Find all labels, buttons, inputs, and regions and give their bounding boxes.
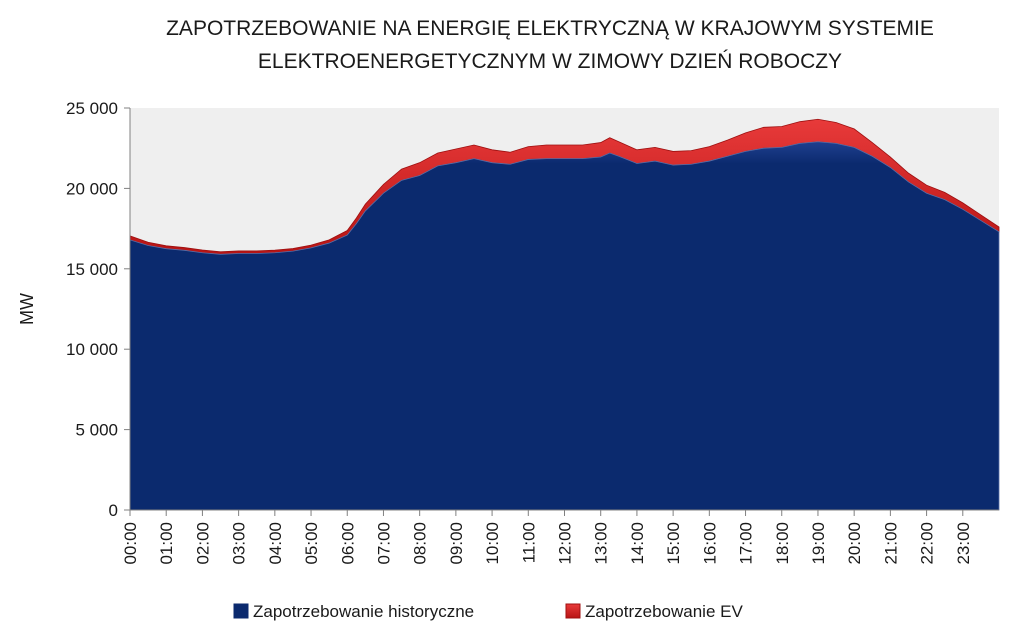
y-tick-label: 25 000 xyxy=(66,99,118,118)
x-tick-label: 07:00 xyxy=(374,522,393,565)
x-axis-ticks: 00:00 01:00 02:00 03:00 04:00 05:00 06:00 07:00… xyxy=(121,510,973,565)
x-tick-label: 03:00 xyxy=(230,522,249,565)
x-tick-label: 13:00 xyxy=(592,522,611,565)
x-tick-label: 17:00 xyxy=(737,522,756,565)
y-tick-label: 20 000 xyxy=(66,179,118,198)
legend-label-historical: Zapotrzebowanie historyczne xyxy=(253,602,474,621)
x-tick-label: 21:00 xyxy=(881,522,900,565)
area-series-historical xyxy=(129,141,1000,511)
legend: Zapotrzebowanie historyczne Zapotrzebowa… xyxy=(233,602,743,621)
area-layer xyxy=(129,118,1000,511)
y-axis-ticks: 0 5 000 10 000 15 000 20 000 25 000 xyxy=(66,99,130,520)
x-tick-label: 15:00 xyxy=(664,522,683,565)
x-tick-label: 01:00 xyxy=(157,522,176,565)
x-tick-label: 08:00 xyxy=(411,522,430,565)
y-tick-label: 15 000 xyxy=(66,260,118,279)
x-tick-label: 00:00 xyxy=(121,522,140,565)
legend-swatch-historical xyxy=(233,603,249,619)
x-tick-label: 05:00 xyxy=(302,522,321,565)
chart-title-line-1: ZAPOTRZEBOWANIE NA ENERGIĘ ELEKTRYCZNĄ W… xyxy=(166,17,934,40)
x-tick-label: 02:00 xyxy=(193,522,212,565)
x-tick-label: 19:00 xyxy=(809,522,828,565)
x-tick-label: 11:00 xyxy=(519,522,538,563)
x-tick-label: 04:00 xyxy=(266,522,285,565)
x-tick-label: 18:00 xyxy=(773,522,792,565)
x-tick-label: 14:00 xyxy=(628,522,647,565)
x-tick-label: 23:00 xyxy=(954,522,973,565)
y-tick-label: 10 000 xyxy=(66,340,118,359)
x-tick-label: 06:00 xyxy=(338,522,357,565)
y-tick-label: 0 xyxy=(109,501,118,520)
x-tick-label: 22:00 xyxy=(918,522,937,565)
chart-title-line-2: ELEKTROENERGETYCZNYM W ZIMOWY DZIEŃ ROBO… xyxy=(258,50,842,73)
y-axis-title: MW xyxy=(17,293,37,325)
x-tick-label: 09:00 xyxy=(447,522,466,565)
x-tick-label: 20:00 xyxy=(845,522,864,565)
y-tick-label: 5 000 xyxy=(75,421,118,440)
legend-swatch-ev xyxy=(565,603,581,619)
x-tick-label: 10:00 xyxy=(483,522,502,565)
legend-label-ev: Zapotrzebowanie EV xyxy=(585,602,743,621)
x-tick-label: 12:00 xyxy=(556,522,575,565)
x-tick-label: 16:00 xyxy=(700,522,719,565)
